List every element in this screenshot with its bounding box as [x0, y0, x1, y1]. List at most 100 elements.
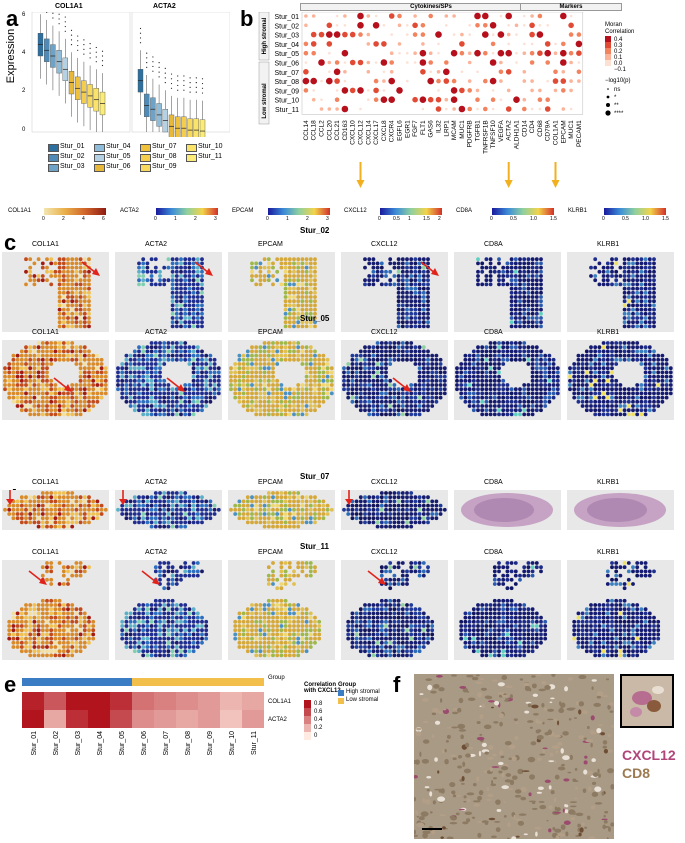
spot	[40, 395, 45, 400]
spot	[254, 370, 259, 375]
spot	[187, 353, 192, 358]
spot	[534, 353, 539, 358]
spot	[124, 387, 129, 392]
spot	[266, 362, 271, 366]
spot	[57, 357, 62, 362]
spot	[49, 391, 54, 396]
spot	[28, 503, 33, 508]
spot	[66, 649, 70, 654]
sample-title: Stur_02	[300, 226, 330, 235]
spot	[526, 290, 531, 295]
spot	[120, 366, 125, 371]
spot	[87, 391, 91, 396]
spot	[11, 353, 16, 358]
spot	[36, 383, 41, 387]
colorbar-tick: 0.5	[393, 216, 400, 222]
spot	[635, 412, 640, 417]
spot	[652, 353, 656, 358]
spot	[195, 628, 200, 633]
spot	[195, 286, 200, 291]
spot	[601, 353, 606, 358]
spot	[501, 362, 506, 366]
spot	[492, 374, 497, 379]
spot	[24, 628, 28, 633]
dot	[374, 14, 378, 18]
spot	[137, 353, 141, 358]
spot	[49, 387, 54, 392]
spot	[652, 387, 656, 392]
spot	[49, 569, 54, 574]
spot	[57, 320, 62, 325]
spot	[174, 307, 179, 312]
legend-swatch	[186, 154, 197, 162]
spot	[141, 611, 146, 616]
spot	[66, 261, 70, 266]
spot	[358, 520, 363, 525]
spot	[57, 507, 62, 512]
spot	[170, 316, 175, 320]
spot	[421, 353, 426, 358]
spot	[484, 349, 489, 354]
legend-title-b: Moran	[605, 22, 622, 28]
spot	[149, 383, 154, 387]
dot	[427, 96, 434, 103]
spot	[584, 357, 589, 362]
spot	[11, 387, 16, 392]
spot	[379, 387, 384, 392]
spot	[233, 383, 238, 387]
spot	[120, 619, 125, 624]
spot	[70, 383, 75, 387]
spot	[610, 366, 614, 371]
spot	[313, 316, 317, 320]
spot	[49, 491, 54, 495]
spot	[589, 374, 593, 379]
spot	[78, 516, 83, 521]
spot	[70, 290, 75, 295]
spot	[471, 399, 476, 404]
spot	[258, 374, 263, 379]
spot	[158, 374, 162, 379]
spot	[237, 512, 242, 516]
dot	[349, 59, 356, 66]
legend-tick: 0.4	[614, 37, 623, 43]
spot	[304, 299, 309, 304]
spot	[459, 387, 464, 392]
spot	[329, 370, 334, 375]
spot	[103, 374, 108, 379]
spot	[513, 299, 518, 304]
dot	[427, 77, 434, 85]
spot	[78, 357, 83, 362]
spot	[212, 507, 217, 512]
spot	[488, 257, 493, 262]
spot	[153, 645, 158, 649]
legend-title-b2: Correlation	[605, 29, 634, 35]
spot	[476, 387, 480, 392]
dot	[419, 49, 427, 57]
spot	[505, 269, 510, 274]
spot	[24, 374, 28, 379]
spot	[400, 299, 405, 304]
spot	[195, 516, 200, 521]
spot	[405, 274, 409, 278]
spot	[250, 378, 254, 383]
spot	[262, 353, 267, 358]
spot	[153, 569, 158, 574]
spot	[622, 395, 627, 400]
spot	[580, 366, 585, 371]
dot	[458, 105, 466, 113]
spot	[187, 349, 192, 354]
spot	[304, 383, 309, 387]
spot	[392, 387, 397, 392]
spot	[668, 374, 673, 379]
spot	[19, 624, 24, 628]
spot	[179, 628, 183, 633]
spot	[283, 316, 288, 320]
spot	[19, 357, 24, 362]
colorbar-name: COL1A1	[8, 208, 32, 214]
spot	[396, 349, 401, 354]
spot	[241, 503, 246, 508]
dot	[499, 98, 503, 101]
spot	[70, 265, 75, 270]
spot	[162, 341, 167, 345]
spot	[379, 499, 384, 504]
